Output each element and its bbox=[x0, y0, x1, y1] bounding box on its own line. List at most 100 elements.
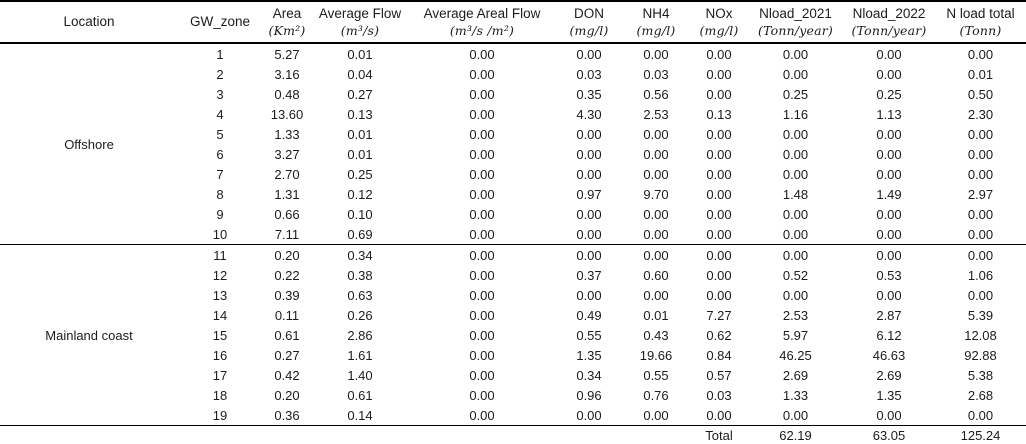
cell-nox: 0.13 bbox=[706, 106, 732, 122]
cell-nload_2021: 0.00 bbox=[782, 146, 809, 162]
cell-nload_2021: 0.00 bbox=[782, 66, 809, 82]
cell-nh4: 0.00 bbox=[643, 206, 669, 222]
cell-n_load_total: 2.97 bbox=[967, 186, 994, 202]
col-header-nox: NOx (mg/l) bbox=[690, 1, 748, 44]
cell-don: 0.00 bbox=[576, 166, 602, 182]
cell-area: 0.66 bbox=[274, 206, 300, 222]
cell-gw_zone: 14 bbox=[212, 307, 228, 323]
cell-n_load_total: 2.68 bbox=[967, 387, 994, 403]
cell-average_areal_flow: 0.00 bbox=[469, 327, 495, 343]
cell-nh4: 0.00 bbox=[643, 166, 669, 182]
col-header-area: Area (Km²) bbox=[262, 1, 312, 44]
cell-nox: 7.27 bbox=[706, 307, 732, 323]
cell-nload_2021: 0.00 bbox=[782, 126, 809, 142]
cell-nload_2022: 2.87 bbox=[876, 307, 902, 323]
cell-nload_2022: 0.00 bbox=[876, 206, 902, 222]
cell-nox: 0.00 bbox=[706, 267, 732, 283]
cell-nh4: 0.56 bbox=[643, 86, 669, 102]
table-row-zone-9: 9 0.66 0.10 0.00 0.00 0.00 0.00 0.00 0.00 0.00 bbox=[0, 204, 1026, 224]
col-header-nload_2021: Nload_2021 (Tonn/year) bbox=[748, 1, 843, 44]
cell-area: 0.36 bbox=[274, 407, 300, 423]
cell-don: 0.97 bbox=[576, 186, 602, 202]
cell-don: 0.00 bbox=[576, 226, 602, 242]
cell-nox: 0.00 bbox=[706, 46, 732, 62]
col-header-gw_zone: GW_zone bbox=[178, 1, 262, 44]
cell-n_load_total: 0.00 bbox=[935, 244, 1026, 265]
cell-average_areal_flow: 0.00 bbox=[469, 166, 495, 182]
cell-nh4: 0.00 bbox=[643, 407, 669, 423]
col-header-unit: (Tonn) bbox=[959, 22, 1002, 38]
cell-don: 1.35 bbox=[576, 347, 602, 363]
cell-nload_2022: 0.00 bbox=[876, 287, 902, 303]
col-header-unit: (m³/s /m²) bbox=[449, 22, 515, 38]
cell-nload_2022: 0.00 bbox=[876, 126, 902, 142]
cell-don: 0.00 bbox=[576, 126, 602, 142]
cell-area: 0.27 bbox=[274, 347, 300, 363]
cell-nload_2022: 1.49 bbox=[876, 186, 902, 202]
cell-gw_zone: 16 bbox=[212, 347, 228, 363]
cell-gw_zone: 11 bbox=[178, 244, 262, 265]
col-header-label: GW_zone bbox=[189, 13, 251, 29]
cell-n_load_total: 0.00 bbox=[967, 126, 994, 142]
cell-nload_2022: 0.25 bbox=[876, 86, 902, 102]
cell-area: 0.61 bbox=[274, 327, 300, 343]
cell-average_areal_flow: 0.00 bbox=[469, 106, 495, 122]
cell-nload_2022: 0.00 bbox=[876, 146, 902, 162]
table-row-zone-8: 8 1.31 0.12 0.00 0.97 9.70 0.00 1.48 1.49 2.97 bbox=[0, 184, 1026, 204]
cell-nox: 0.84 bbox=[706, 347, 732, 363]
table-row-zone-16: 16 0.27 1.61 0.00 1.35 19.66 0.84 46.25 46.63 92.… bbox=[0, 345, 1026, 365]
cell-gw_zone: 4 bbox=[216, 106, 224, 122]
cell-gw_zone: 7 bbox=[216, 166, 224, 182]
cell-n_load_total: 2.30 bbox=[967, 106, 994, 122]
cell-nox: 0.00 bbox=[706, 146, 732, 162]
col-header-unit: (Tonn/year) bbox=[851, 22, 927, 38]
location-cell-offshore: Offshore bbox=[64, 136, 114, 152]
col-header-label: Location bbox=[63, 13, 115, 29]
cell-gw_zone: 5 bbox=[216, 126, 224, 142]
cell-gw_zone: 6 bbox=[216, 146, 224, 162]
cell-average_areal_flow: 0.00 bbox=[469, 86, 495, 102]
table-row-zone-5: 5 1.33 0.01 0.00 0.00 0.00 0.00 0.00 0.00 0.00 bbox=[0, 124, 1026, 144]
cell-area: 1.33 bbox=[274, 126, 300, 142]
cell-don: 0.00 bbox=[556, 244, 622, 265]
cell-area: 0.48 bbox=[274, 86, 300, 102]
table-row-zone-3: 3 0.48 0.27 0.00 0.35 0.56 0.00 0.25 0.25 0.50 bbox=[0, 84, 1026, 104]
cell-nox: 0.00 bbox=[706, 166, 732, 182]
cell-nload_2021: 0.00 bbox=[748, 244, 843, 265]
cell-nload_2021: 0.00 bbox=[782, 407, 809, 423]
col-header-unit: (mg/l) bbox=[569, 22, 609, 38]
col-header-label: Area bbox=[272, 6, 302, 22]
cell-nh4: 2.53 bbox=[643, 106, 669, 122]
cell-nh4: 0.00 bbox=[643, 126, 669, 142]
table-row-zone-15: 15 0.61 2.86 0.00 0.55 0.43 0.62 5.97 6.12 12.08 bbox=[0, 325, 1026, 345]
cell-average_areal_flow: 0.00 bbox=[469, 126, 495, 142]
cell-nox: 0.57 bbox=[706, 367, 732, 383]
total-row-spacer bbox=[0, 425, 690, 444]
col-header-label: N load total bbox=[946, 6, 1015, 22]
cell-nh4: 0.43 bbox=[643, 327, 669, 343]
cell-average_flow: 0.34 bbox=[312, 244, 408, 265]
cell-average_flow: 0.38 bbox=[347, 267, 373, 283]
cell-nh4: 0.76 bbox=[643, 387, 669, 403]
cell-don: 0.00 bbox=[576, 206, 602, 222]
col-header-label: Nload_2022 bbox=[852, 6, 926, 22]
cell-average_areal_flow: 0.00 bbox=[469, 287, 495, 303]
cell-nox: 0.03 bbox=[706, 387, 732, 403]
table-header-row: Location GW_zone Area (Km²) Average Flow (m³/… bbox=[0, 1, 1026, 44]
cell-nload_2022: 0.00 bbox=[876, 166, 902, 182]
total-n-load-total: 125.24 bbox=[935, 425, 1026, 444]
table-row-zone-2: 2 3.16 0.04 0.00 0.03 0.03 0.00 0.00 0.00 0.01 bbox=[0, 64, 1026, 84]
cell-average_areal_flow: 0.00 bbox=[469, 186, 495, 202]
cell-n_load_total: 0.00 bbox=[967, 166, 994, 182]
col-header-label: Nload_2021 bbox=[759, 6, 832, 22]
table-row-zone-6: 6 3.27 0.01 0.00 0.00 0.00 0.00 0.00 0.00 0.00 bbox=[0, 144, 1026, 164]
cell-nox: 0.00 bbox=[706, 226, 732, 242]
cell-gw_zone: 3 bbox=[216, 86, 224, 102]
cell-n_load_total: 5.39 bbox=[967, 307, 994, 323]
cell-nload_2022: 0.53 bbox=[876, 267, 902, 283]
cell-nh4: 0.00 bbox=[643, 226, 669, 242]
cell-n_load_total: 0.00 bbox=[967, 46, 994, 62]
cell-don: 0.96 bbox=[576, 387, 602, 403]
cell-nload_2022: 6.12 bbox=[876, 327, 902, 343]
col-header-don: DON (mg/l) bbox=[556, 1, 622, 44]
